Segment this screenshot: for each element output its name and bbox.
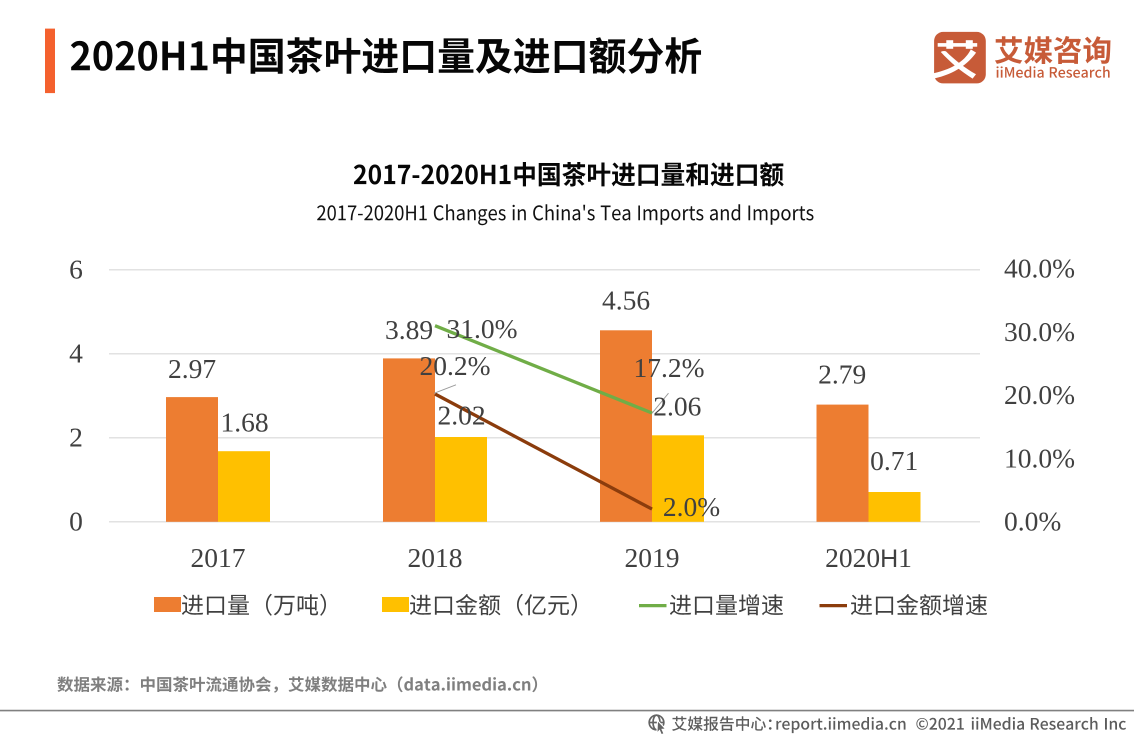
svg-text:10.0%: 10.0% xyxy=(1004,442,1075,473)
svg-text:0.0%: 0.0% xyxy=(1004,506,1061,537)
svg-text:3.89: 3.89 xyxy=(385,314,433,345)
svg-text:2.79: 2.79 xyxy=(818,359,866,390)
svg-text:30.0%: 30.0% xyxy=(1004,316,1075,347)
svg-text:2: 2 xyxy=(69,422,83,453)
svg-text:2019: 2019 xyxy=(625,542,680,573)
svg-text:6: 6 xyxy=(69,254,83,285)
svg-text:4.56: 4.56 xyxy=(602,284,650,315)
svg-text:4: 4 xyxy=(69,338,83,369)
svg-text:31.0%: 31.0% xyxy=(446,313,517,344)
svg-text:17.2%: 17.2% xyxy=(633,352,704,383)
svg-text:2020H1: 2020H1 xyxy=(825,542,912,573)
svg-text:2017: 2017 xyxy=(191,542,246,573)
svg-text:2.0%: 2.0% xyxy=(663,491,720,522)
svg-text:2.02: 2.02 xyxy=(437,400,485,431)
svg-text:2.06: 2.06 xyxy=(653,390,701,421)
svg-text:40.0%: 40.0% xyxy=(1004,253,1075,284)
svg-text:2.97: 2.97 xyxy=(168,353,216,384)
svg-text:20.2%: 20.2% xyxy=(419,350,490,381)
svg-text:2018: 2018 xyxy=(408,542,463,573)
svg-text:0.71: 0.71 xyxy=(870,445,918,476)
svg-text:1.68: 1.68 xyxy=(220,406,268,437)
svg-text:0: 0 xyxy=(69,506,83,537)
svg-text:20.0%: 20.0% xyxy=(1004,379,1075,410)
